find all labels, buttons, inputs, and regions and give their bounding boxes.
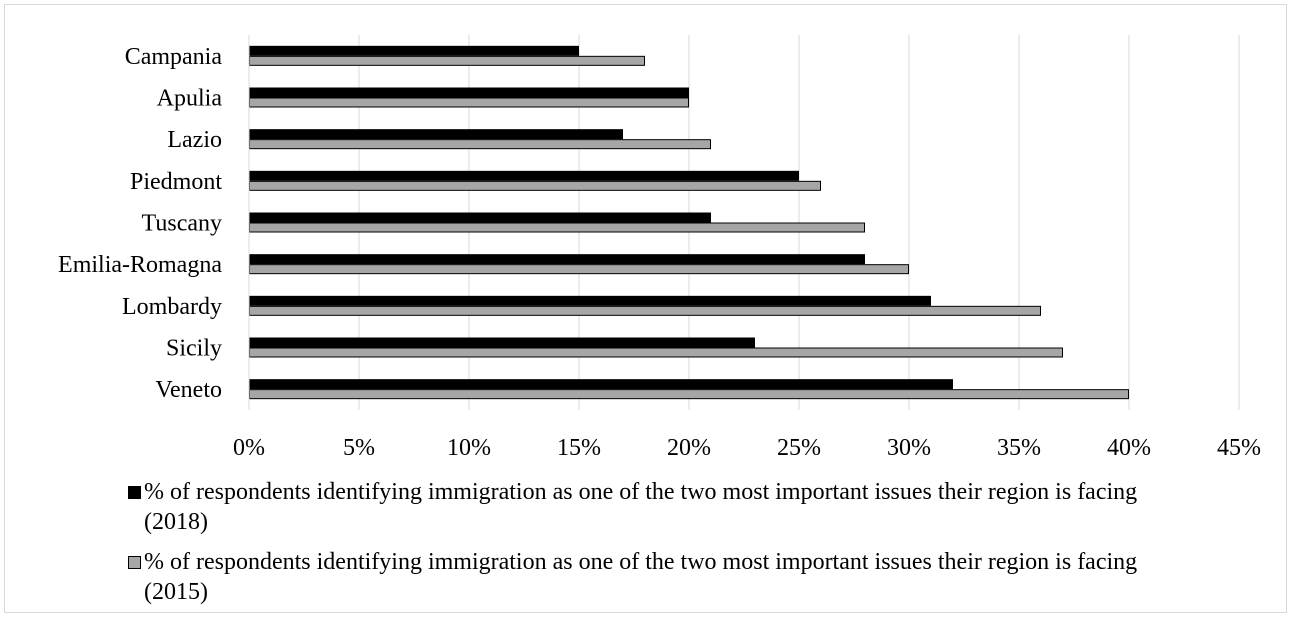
category-label: Tuscany (142, 211, 222, 237)
axes: 0% 5% 10% 15% 20% 25% 30% 35% 40% 45% Campania Apul… (58, 35, 1261, 461)
legend-item-2015: % of respondents identifying immigration… (128, 547, 1148, 607)
x-tick-label: 20% (667, 435, 711, 461)
bar-2018 (249, 379, 953, 390)
bar-2015 (249, 389, 1129, 400)
bar-2015 (249, 97, 689, 108)
bar-2018 (249, 337, 755, 348)
category-label: Lombardy (122, 294, 222, 320)
category-label: Piedmont (130, 169, 222, 195)
x-tick-label: 35% (997, 435, 1041, 461)
bar-2015 (249, 180, 821, 191)
legend-label-2015: % of respondents identifying immigration… (144, 549, 1138, 605)
x-tick-label: 45% (1217, 435, 1261, 461)
bars (249, 45, 1129, 400)
legend-item-2018: % of respondents identifying immigration… (128, 477, 1148, 537)
bar-2015 (249, 139, 711, 150)
category-label: Emilia-Romagna (58, 252, 222, 278)
bar-2015 (249, 264, 909, 275)
category-label: Sicily (166, 336, 222, 362)
bar-2018 (249, 87, 689, 98)
category-label: Apulia (157, 86, 223, 112)
category-label: Lazio (167, 127, 222, 153)
x-tick-label: 15% (557, 435, 601, 461)
bar-2018 (249, 45, 579, 56)
bar-2018 (249, 212, 711, 223)
x-tick-label: 30% (887, 435, 931, 461)
category-label: Campania (125, 44, 223, 70)
legend-label-2018: % of respondents identifying immigration… (144, 479, 1138, 535)
legend-swatch-2015 (128, 556, 141, 569)
bar-2018 (249, 129, 623, 140)
legend-swatch-2018 (128, 486, 141, 499)
x-tick-label: 0% (233, 435, 265, 461)
bar-2015 (249, 347, 1063, 358)
bar-2018 (249, 295, 931, 306)
x-tick-label: 5% (343, 435, 375, 461)
bar-2018 (249, 254, 865, 265)
category-label: Veneto (155, 377, 222, 403)
bar-2015 (249, 55, 645, 66)
bar-2015 (249, 305, 1041, 316)
x-tick-label: 10% (447, 435, 491, 461)
bar-2015 (249, 222, 865, 233)
bar-2018 (249, 170, 799, 181)
x-tick-label: 40% (1107, 435, 1151, 461)
x-tick-label: 25% (777, 435, 821, 461)
